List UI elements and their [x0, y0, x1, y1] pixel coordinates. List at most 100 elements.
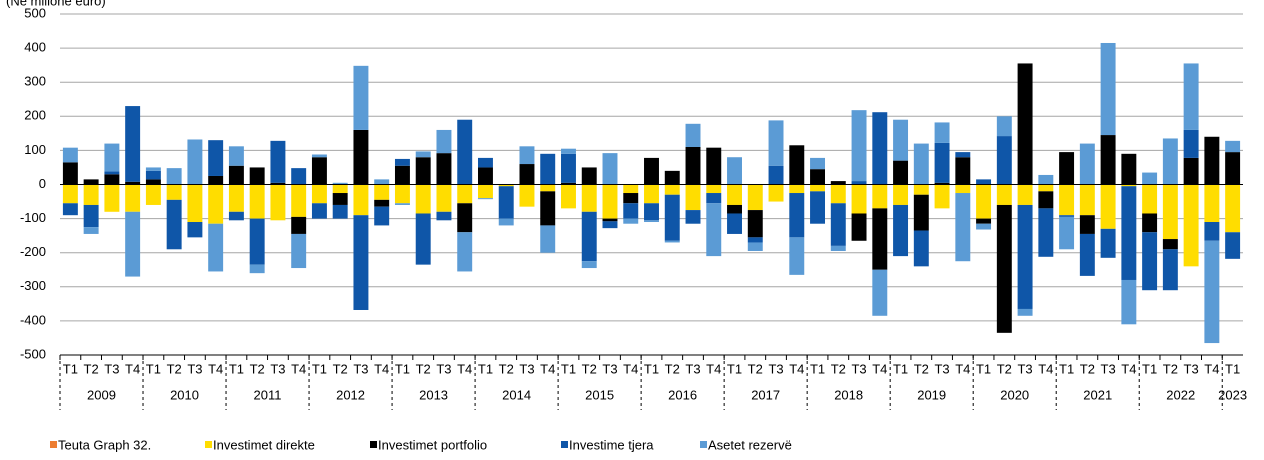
bar-segment — [436, 129, 452, 154]
bar-segment — [727, 157, 742, 185]
x-tick-label: T4 — [540, 361, 555, 376]
bar-segment — [664, 184, 680, 195]
bar-segment — [1079, 184, 1095, 216]
bar-segment — [768, 184, 784, 202]
bar-segment — [166, 199, 182, 250]
x-tick-label: T1 — [727, 361, 742, 376]
bar-segment — [187, 139, 203, 185]
bar-segment — [208, 223, 224, 272]
legend-label: Investimet portfolio — [378, 437, 487, 452]
bar-segment — [436, 211, 452, 221]
bar-segment — [893, 119, 909, 161]
bar-segment — [996, 184, 1012, 205]
x-tick-label: T3 — [1101, 361, 1116, 376]
bar-segment — [644, 220, 659, 223]
bar-segment — [913, 143, 929, 185]
x-tick-label: T4 — [457, 361, 472, 376]
bar-segment — [581, 261, 597, 269]
bar-segment — [851, 181, 867, 185]
bar-segment — [913, 194, 929, 231]
x-tick-label: T2 — [1080, 361, 1095, 376]
bar-segment — [913, 230, 929, 267]
bar-segment — [851, 213, 867, 241]
bar-segment — [104, 143, 120, 172]
bar-segment — [706, 193, 722, 204]
x-tick-label: T1 — [1059, 361, 1074, 376]
legend-swatch — [50, 441, 57, 448]
y-tick-label: -400 — [20, 312, 46, 327]
bar-segment — [208, 184, 224, 224]
bar-segment — [1017, 308, 1033, 316]
x-tick-label: T3 — [1017, 361, 1032, 376]
bar-segment — [1142, 232, 1158, 291]
x-tick-label: T3 — [602, 361, 617, 376]
bar-segment — [291, 233, 307, 269]
bar-segment — [1059, 184, 1075, 216]
bar-segment — [955, 157, 971, 185]
year-label: 2013 — [419, 387, 448, 402]
bar-segment — [706, 203, 722, 257]
bar-segment — [498, 184, 514, 187]
bar-segment — [1225, 152, 1241, 185]
bar-segment — [685, 210, 701, 224]
bar-segment — [810, 184, 826, 192]
bar-segment — [602, 153, 618, 185]
bar-segment — [1183, 129, 1199, 158]
x-tick-label: T3 — [934, 361, 949, 376]
x-tick-label: T1 — [478, 361, 493, 376]
bar-segment — [623, 218, 639, 224]
bar-segment — [374, 206, 390, 226]
year-label: 2012 — [336, 387, 365, 402]
legend-swatch — [205, 441, 212, 448]
bar-segment — [830, 181, 846, 185]
bar-segment — [934, 184, 950, 209]
bar-segment — [747, 242, 763, 251]
year-label: 2010 — [170, 387, 199, 402]
bar-segment — [1225, 140, 1241, 153]
bar-segment — [1121, 186, 1137, 280]
bar-segment — [353, 215, 369, 310]
bar-segment — [519, 164, 535, 185]
bar-segment — [810, 157, 826, 170]
bar-segment — [519, 184, 535, 207]
x-tick-label: T1 — [561, 361, 576, 376]
bar-segment — [353, 129, 369, 185]
bar-segment — [249, 167, 265, 185]
bar-segment — [228, 165, 244, 185]
bar-segment — [415, 213, 431, 265]
bar-segment — [893, 204, 909, 257]
bar-segment — [145, 179, 161, 185]
bar-segment — [1204, 136, 1220, 185]
bar-segment — [228, 146, 244, 166]
bar-segment — [1142, 184, 1158, 214]
bar-segment — [62, 203, 78, 216]
bar-segment — [893, 184, 909, 205]
bar-segment — [747, 184, 763, 211]
bar-segment — [644, 184, 659, 204]
y-tick-label: -200 — [20, 244, 46, 259]
x-tick-label: T4 — [1204, 361, 1219, 376]
bar-segment — [830, 203, 846, 246]
bar-segment — [1121, 153, 1137, 185]
bar-segment — [311, 184, 327, 204]
bar-segment — [374, 199, 390, 207]
bar-segment — [768, 120, 784, 166]
bar-segment — [125, 181, 141, 185]
bar-segment — [664, 170, 680, 185]
bar-segment — [1204, 184, 1220, 223]
bar-segment — [706, 184, 722, 194]
bar-segment — [872, 112, 888, 185]
x-tick-label: T4 — [1038, 361, 1053, 376]
bar-segment — [228, 184, 244, 212]
x-tick-label: T1 — [644, 361, 659, 376]
bar-segment — [270, 184, 286, 221]
bar-segment — [685, 184, 701, 211]
bar-segment — [62, 184, 78, 204]
x-tick-label: T4 — [291, 361, 306, 376]
bar-segment — [540, 191, 556, 226]
bar-segment — [1142, 213, 1158, 233]
bar-segment — [457, 184, 473, 204]
bar-segment — [519, 146, 535, 165]
bar-segment — [477, 184, 493, 199]
bar-segment — [789, 184, 805, 194]
